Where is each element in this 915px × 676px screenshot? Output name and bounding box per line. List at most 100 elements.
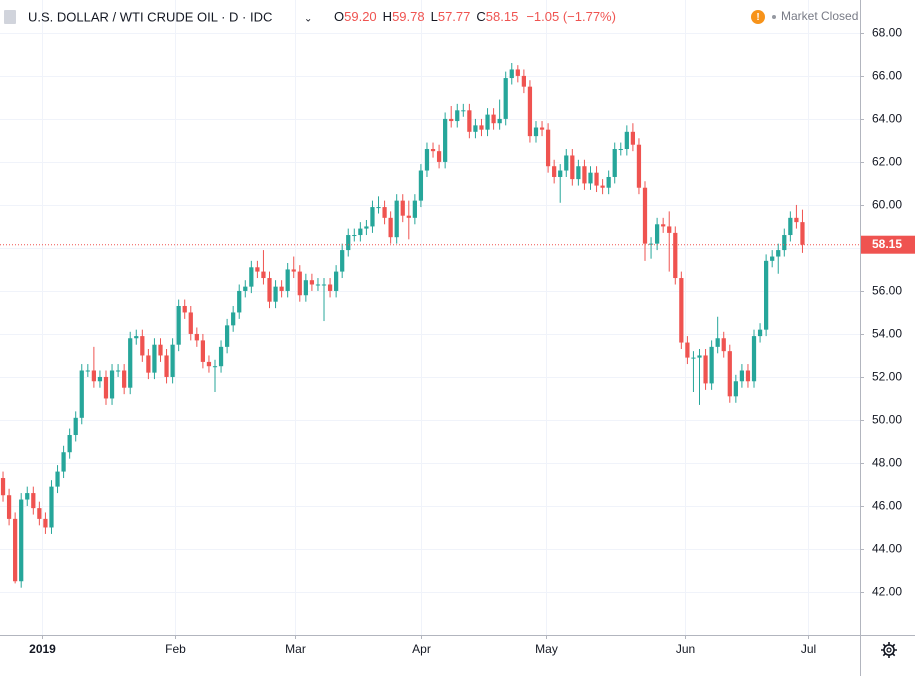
candle-body (648, 243, 654, 245)
ohlc-label: H (383, 9, 392, 24)
candle-body (291, 269, 296, 272)
ohlc-value: 57.77 (438, 9, 471, 24)
candle-body (388, 217, 393, 238)
candle-body (552, 166, 557, 177)
gear-teeth (881, 642, 897, 658)
candle-body (115, 370, 121, 372)
y-tick-label: 52.00 (872, 370, 902, 384)
y-tick-label: 66.00 (872, 69, 902, 83)
candle-body (400, 200, 405, 216)
symbol-icon[interactable] (4, 10, 16, 24)
candle-body (406, 215, 411, 218)
candle-body (231, 312, 236, 326)
candle-body (237, 290, 242, 313)
candle-body (443, 118, 448, 162)
x-tick-label: Apr (412, 642, 431, 656)
candle-body (606, 176, 611, 188)
candle-body (164, 355, 169, 377)
ohlc-value: 58.15 (486, 9, 519, 24)
candle-body (685, 342, 690, 358)
candle-body (630, 131, 636, 145)
x-tick-label: Feb (165, 642, 186, 656)
candle-body (109, 370, 115, 399)
candle-body (576, 166, 581, 180)
status-icon (751, 10, 765, 24)
candle-body (394, 200, 399, 238)
candle-body (424, 149, 430, 171)
candle-body (503, 78, 508, 119)
candle-body (727, 351, 732, 397)
settings-button[interactable] (881, 642, 897, 658)
candle-body (243, 286, 248, 291)
candle-body (0, 478, 6, 496)
candle-body (703, 355, 708, 384)
candle-body (430, 149, 436, 152)
candle-body (340, 250, 345, 272)
candle-body (418, 170, 424, 201)
grid (0, 0, 860, 635)
x-tick-label: Mar (285, 642, 306, 656)
ohlc-legend: O59.20 H59.78 L57.77 C58.15 −1.05 (−1.77%) (334, 9, 616, 24)
candle-body (309, 280, 315, 285)
candle-body (570, 155, 575, 180)
candle-body (473, 125, 478, 132)
candles (0, 63, 860, 588)
candle-body (315, 284, 321, 286)
market-status[interactable]: ! Market Closed (751, 9, 858, 24)
candle-body (224, 325, 230, 347)
candle-body (745, 370, 751, 382)
candle-body (751, 336, 757, 382)
candle-body (800, 222, 805, 245)
ohlc-value: 59.78 (392, 9, 425, 24)
candle-body (97, 376, 103, 382)
candle-body (176, 305, 181, 345)
candle-body (158, 344, 163, 356)
candle-body (515, 69, 520, 76)
candle-body (733, 381, 738, 397)
candle-body (485, 114, 490, 130)
candle-body (582, 166, 587, 184)
candle-body (19, 499, 24, 582)
y-tick-label: 48.00 (872, 456, 902, 470)
candle-body (255, 267, 260, 272)
last-price-box (861, 235, 915, 254)
ohlc-label: L (431, 9, 438, 24)
candle-body (327, 284, 333, 291)
candle-body (134, 336, 139, 339)
candle-body (200, 340, 206, 362)
candle-body (79, 370, 84, 418)
candle-body (321, 284, 327, 286)
candle-body (6, 495, 12, 519)
candle-body (449, 118, 454, 122)
candle-body (31, 493, 36, 509)
candle-body (182, 305, 187, 313)
candle-body (285, 269, 290, 291)
candle-body (673, 232, 678, 279)
candle-body (55, 471, 60, 487)
candle-body (679, 278, 684, 343)
y-tick-label: 50.00 (872, 413, 902, 427)
candle-body (588, 172, 593, 184)
candle-body (279, 286, 284, 291)
candle-body (455, 110, 460, 122)
candle-body (539, 127, 545, 130)
candle-body (545, 129, 551, 167)
candle-body (776, 250, 781, 257)
y-tick-label: 64.00 (872, 112, 902, 126)
candle-body (509, 69, 514, 79)
candle-body (594, 172, 599, 186)
dropdown-caret[interactable]: ⌄ (304, 14, 312, 25)
candle-body (709, 346, 714, 384)
candle-body (49, 486, 54, 528)
candle-body (25, 493, 30, 500)
gear-hub (886, 647, 892, 653)
candle-body (654, 224, 660, 244)
candle-body (194, 333, 199, 341)
candle-body (436, 151, 442, 162)
candle-body (521, 75, 526, 87)
chart-title[interactable]: U.S. DOLLAR / WTI CRUDE OIL · D · IDC (28, 9, 272, 24)
status-text: Market Closed (781, 9, 858, 23)
candle-body (267, 278, 272, 302)
candle-body (558, 170, 563, 177)
candle-body (757, 329, 763, 337)
